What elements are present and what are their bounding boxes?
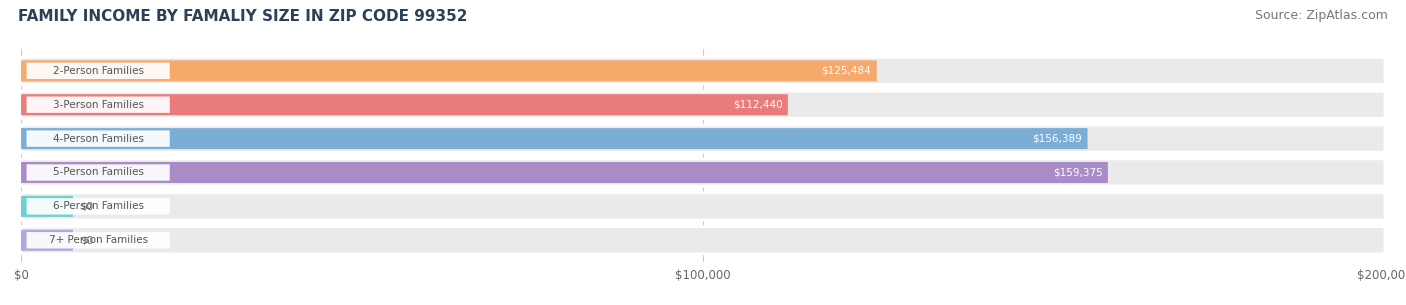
FancyBboxPatch shape — [21, 128, 1087, 149]
Text: 5-Person Families: 5-Person Families — [52, 167, 143, 178]
Text: FAMILY INCOME BY FAMALIY SIZE IN ZIP CODE 99352: FAMILY INCOME BY FAMALIY SIZE IN ZIP COD… — [18, 9, 468, 24]
Text: $0: $0 — [80, 201, 93, 211]
FancyBboxPatch shape — [27, 164, 170, 181]
FancyBboxPatch shape — [27, 232, 170, 249]
Text: $125,484: $125,484 — [821, 66, 872, 76]
Text: $0: $0 — [80, 235, 93, 245]
Text: $156,389: $156,389 — [1032, 134, 1083, 144]
Text: Source: ZipAtlas.com: Source: ZipAtlas.com — [1254, 9, 1388, 22]
FancyBboxPatch shape — [27, 63, 170, 79]
Text: $112,440: $112,440 — [733, 100, 782, 110]
FancyBboxPatch shape — [21, 125, 1385, 152]
FancyBboxPatch shape — [21, 94, 787, 115]
Text: 2-Person Families: 2-Person Families — [52, 66, 143, 76]
FancyBboxPatch shape — [21, 227, 1385, 254]
FancyBboxPatch shape — [21, 91, 1385, 118]
FancyBboxPatch shape — [21, 162, 1108, 183]
FancyBboxPatch shape — [21, 159, 1385, 186]
FancyBboxPatch shape — [27, 131, 170, 147]
FancyBboxPatch shape — [21, 196, 73, 217]
FancyBboxPatch shape — [27, 96, 170, 113]
FancyBboxPatch shape — [21, 230, 73, 251]
Text: 7+ Person Families: 7+ Person Families — [49, 235, 148, 245]
FancyBboxPatch shape — [21, 57, 1385, 84]
Text: 3-Person Families: 3-Person Families — [52, 100, 143, 110]
FancyBboxPatch shape — [21, 60, 877, 81]
Text: $159,375: $159,375 — [1053, 167, 1102, 178]
FancyBboxPatch shape — [27, 198, 170, 215]
Text: 6-Person Families: 6-Person Families — [52, 201, 143, 211]
Text: 4-Person Families: 4-Person Families — [52, 134, 143, 144]
FancyBboxPatch shape — [21, 193, 1385, 220]
